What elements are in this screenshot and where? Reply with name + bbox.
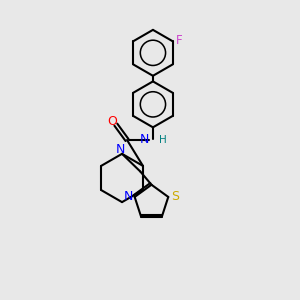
Text: F: F — [176, 34, 183, 47]
Text: O: O — [107, 115, 117, 128]
Text: S: S — [171, 190, 179, 203]
Text: N: N — [116, 143, 125, 156]
Text: N: N — [140, 134, 149, 146]
Text: H: H — [159, 135, 167, 145]
Text: N: N — [124, 190, 134, 203]
